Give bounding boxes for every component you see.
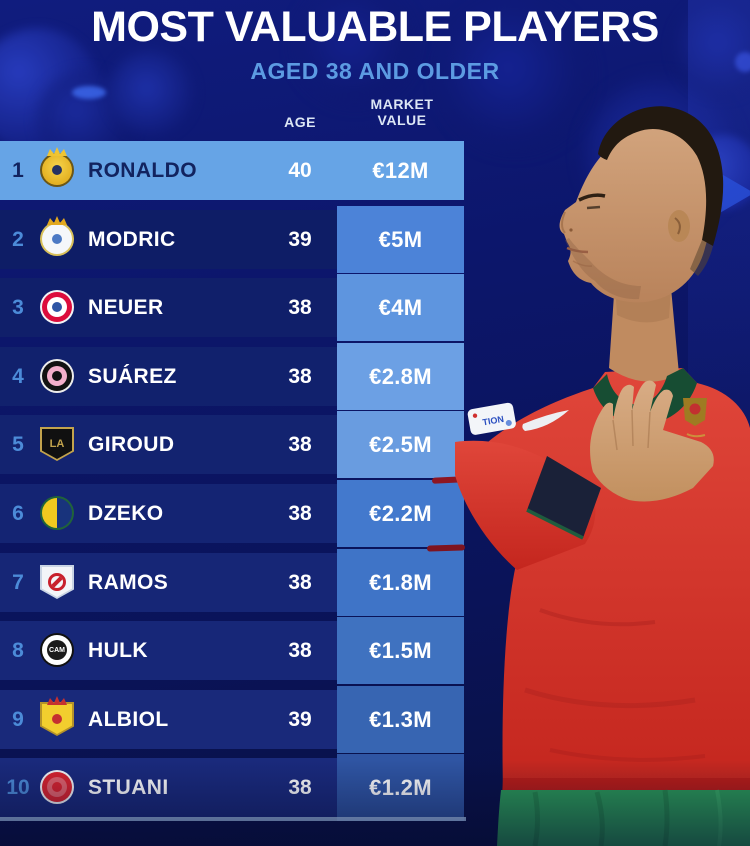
girona-badge-icon [40, 770, 74, 804]
market-value-text: €4M [378, 294, 423, 320]
market-value-cell: €1.3M [337, 686, 464, 753]
market-value-text: €2.5M [369, 431, 432, 457]
al-nassr-badge-icon [40, 147, 74, 187]
rank-cell: 3 [12, 296, 24, 319]
table-row: 3 NEUER 38 €4M [0, 274, 464, 341]
rank-cell: 2 [12, 228, 24, 251]
table-bottom-accent [0, 817, 466, 821]
player-name: GIROUD [88, 433, 175, 456]
table-row: 2 MODRIC 39 €5M [0, 206, 464, 273]
hair [598, 106, 724, 246]
market-value-cell: €1.8M [337, 549, 464, 616]
market-value-cell: €2.2M [337, 480, 464, 547]
page-title: MOST VALUABLE PLAYERS [91, 3, 659, 51]
real-madrid-badge-icon [40, 216, 74, 256]
face [559, 122, 712, 303]
player-name: NEUER [88, 296, 164, 319]
player-name: RAMOS [88, 571, 169, 594]
table-row: 7 RAMOS 38 €1.8M [0, 549, 464, 616]
player-name: HULK [88, 639, 148, 662]
column-header-age: AGE [284, 114, 316, 130]
age-cell: 38 [288, 639, 312, 662]
fenerbahce-badge-icon [40, 496, 74, 530]
page-subtitle: AGED 38 AND OLDER [250, 58, 500, 84]
age-cell: 39 [288, 228, 312, 251]
age-cell: 38 [288, 433, 312, 456]
rank-cell: 9 [12, 708, 24, 731]
rank-cell: 1 [12, 159, 24, 182]
age-cell: 38 [288, 365, 312, 388]
column-header-market-value: MARKET VALUE [352, 96, 452, 128]
rank-cell: 7 [12, 571, 24, 594]
balloon-bokeh [300, 0, 410, 100]
table-row: 1 RONALDO 40 €12M [0, 141, 464, 200]
player-name: SUÁREZ [88, 365, 177, 388]
age-cell: 38 [288, 776, 312, 799]
age-cell: 38 [288, 502, 312, 525]
rank-cell: 6 [12, 502, 24, 525]
market-value-text: €1.8M [369, 569, 432, 595]
table-row: 9 ALBIOL 39 €1.3M [0, 686, 464, 753]
atletico-mineiro-badge-icon: CAM [40, 633, 74, 667]
age-cell: 38 [288, 571, 312, 594]
lafc-badge-icon: LA [40, 427, 74, 461]
rank-cell: 10 [6, 776, 30, 799]
table-row: 8 CAM HULK 38 €1.5M [0, 617, 464, 684]
balloon-highlight [72, 86, 106, 99]
balloon-bokeh [675, 0, 750, 95]
nike-swoosh-icon [522, 410, 569, 431]
market-value-cell: €4M [337, 274, 464, 341]
player-name: DZEKO [88, 502, 164, 525]
rank-cell: 8 [12, 639, 24, 662]
market-value-text: €12M [372, 157, 429, 183]
balloon-bokeh [735, 52, 750, 72]
ronaldo-photo: TION [455, 106, 750, 846]
hand [590, 380, 714, 502]
table-row: 4 SUÁREZ 38 €2.8M [0, 343, 464, 410]
player-name: STUANI [88, 776, 169, 799]
rank-cell: 4 [12, 365, 24, 388]
player-name: ALBIOL [88, 708, 169, 731]
age-cell: 39 [288, 708, 312, 731]
player-name: RONALDO [88, 159, 197, 182]
bayern-munich-badge-icon [40, 290, 74, 324]
age-cell: 38 [288, 296, 312, 319]
column-header-value: VALUE [377, 112, 427, 128]
market-value-text: €1.2M [369, 774, 432, 800]
player-name: MODRIC [88, 228, 176, 251]
balloon-bokeh [445, 5, 585, 145]
inter-miami-badge-icon [40, 359, 74, 393]
market-value-text: €1.3M [369, 706, 432, 732]
market-value-cell: €2.5M [337, 411, 464, 478]
market-value-text: €1.5M [369, 637, 432, 663]
table-row: 10 STUANI 38 €1.2M [0, 754, 464, 821]
balloon-bokeh [108, 50, 193, 135]
market-value-cell: €1.2M [337, 754, 464, 821]
market-value-text: €2.2M [369, 500, 432, 526]
column-header-market: MARKET [370, 96, 434, 112]
sleeve-patch: TION [467, 402, 516, 435]
monterrey-badge-icon [40, 565, 74, 599]
rank-cell: 5 [12, 433, 24, 456]
portugal-crest-icon [683, 398, 707, 438]
table-row: 6 DZEKO 38 €2.2M [0, 480, 464, 547]
market-value-cell: €12M [337, 141, 464, 200]
villarreal-badge-icon [40, 696, 74, 736]
age-cell: 40 [288, 159, 312, 182]
market-value-cell: €5M [337, 206, 464, 273]
market-value-cell: €1.5M [337, 617, 464, 684]
svg-text:TION: TION [482, 414, 505, 428]
market-value-cell: €2.8M [337, 343, 464, 410]
market-value-text: €5M [378, 226, 423, 252]
table-row: 5 LA GIROUD 38 €2.5M [0, 411, 464, 478]
market-value-text: €2.8M [369, 363, 432, 389]
